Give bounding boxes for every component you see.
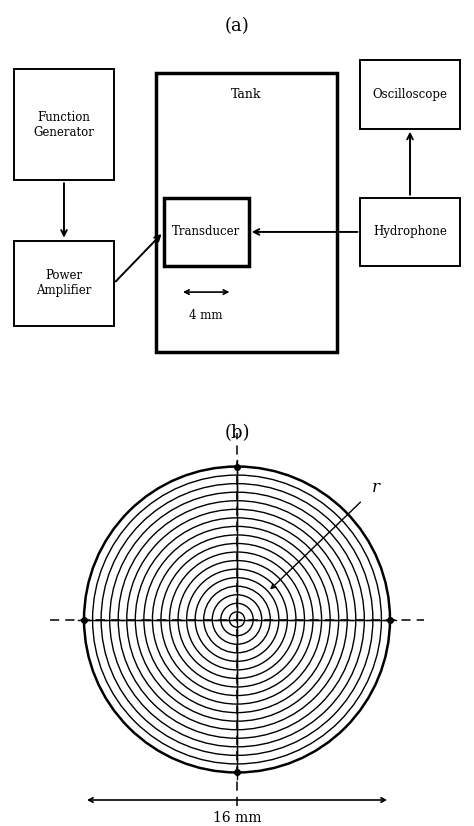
Text: Hydrophone: Hydrophone: [373, 225, 447, 239]
Text: Function
Generator: Function Generator: [34, 111, 94, 139]
Bar: [14, 240, 114, 326]
Text: r: r: [372, 478, 380, 496]
Bar: [156, 73, 337, 352]
Text: Tank: Tank: [231, 88, 262, 101]
Text: Power
Amplifier: Power Amplifier: [36, 269, 91, 297]
Text: (b): (b): [224, 424, 250, 442]
Text: 16 mm: 16 mm: [213, 810, 261, 824]
Bar: [164, 197, 249, 266]
Bar: [360, 60, 460, 129]
Text: Transducer: Transducer: [172, 225, 240, 239]
Text: 4 mm: 4 mm: [190, 309, 223, 322]
Text: Oscilloscope: Oscilloscope: [373, 88, 447, 101]
Bar: [360, 197, 460, 266]
Bar: [14, 69, 114, 180]
Text: (a): (a): [225, 17, 249, 36]
